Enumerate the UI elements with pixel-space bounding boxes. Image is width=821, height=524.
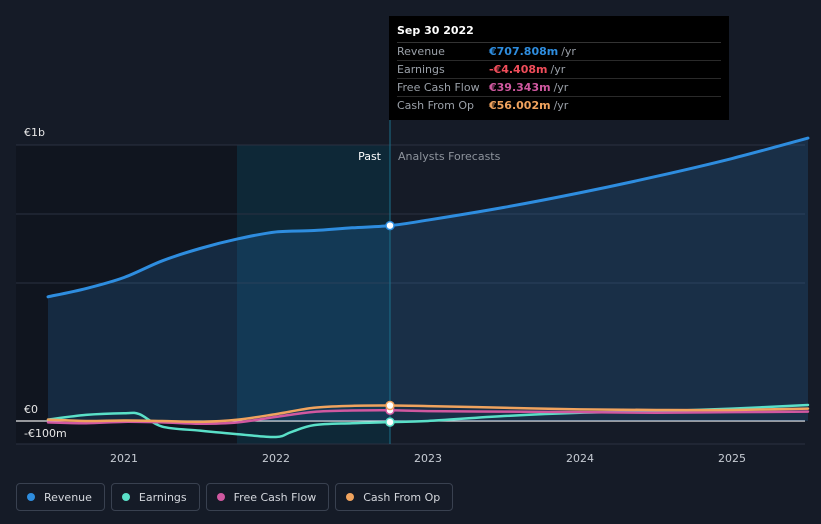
tooltip-value: €39.343m bbox=[489, 81, 551, 94]
past-label: Past bbox=[358, 150, 382, 163]
series-group bbox=[46, 136, 810, 439]
tooltip-row-cash-from-op: Cash From Op €56.002m /yr bbox=[397, 97, 721, 114]
tooltip-unit: /yr bbox=[553, 99, 569, 112]
legend-item-earnings[interactable]: Earnings bbox=[110, 483, 200, 511]
legend-label: Free Cash Flow bbox=[233, 490, 317, 504]
tooltip-label: Free Cash Flow bbox=[397, 81, 480, 94]
y-axis-labels: €1b €0 -€100m bbox=[24, 126, 67, 440]
legend-label: Earnings bbox=[138, 490, 187, 504]
free-cash-flow-line bbox=[46, 408, 810, 426]
x-tick-label: 2023 bbox=[414, 452, 442, 465]
tooltip-row-earnings: Earnings -€4.408m /yr bbox=[397, 61, 721, 79]
cash-from-op-marker bbox=[385, 400, 395, 411]
x-tick-label: 2022 bbox=[262, 452, 290, 465]
y-tick-label: €0 bbox=[24, 403, 38, 416]
x-tick-label: 2024 bbox=[566, 452, 594, 465]
legend-label: Cash From Op bbox=[363, 490, 441, 504]
highlight-band bbox=[237, 145, 390, 444]
tooltip-value: -€4.408m bbox=[489, 63, 548, 76]
x-axis-labels: 2021 2022 2023 2024 2025 bbox=[110, 452, 746, 465]
tooltip-unit: /yr bbox=[550, 63, 566, 76]
legend-dot-icon bbox=[346, 493, 355, 501]
tooltip-row-revenue: Revenue €707.808m /yr bbox=[397, 43, 721, 61]
tooltip-unit: /yr bbox=[561, 45, 576, 58]
legend: Revenue Earnings Free Cash Flow Cash Fro… bbox=[16, 483, 454, 511]
tooltip-label: Cash From Op bbox=[397, 99, 475, 112]
tooltip-value: €56.002m bbox=[489, 99, 551, 112]
revenue-marker bbox=[385, 220, 395, 231]
tooltip-unit: /yr bbox=[553, 81, 569, 94]
highlight-markers bbox=[385, 220, 395, 427]
legend-dot-icon bbox=[27, 493, 35, 501]
legend-item-cash-from-op[interactable]: Cash From Op bbox=[335, 483, 454, 511]
tooltip: Sep 30 2022 Revenue €707.808m /yr Earnin… bbox=[389, 16, 729, 120]
legend-item-free-cash-flow[interactable]: Free Cash Flow bbox=[205, 483, 330, 511]
tooltip-label: Earnings bbox=[397, 63, 445, 76]
revenue-line bbox=[46, 136, 810, 299]
tooltip-row-free-cash-flow: Free Cash Flow €39.343m /yr bbox=[397, 79, 721, 97]
legend-dot-icon bbox=[121, 493, 130, 501]
tooltip-label: Revenue bbox=[397, 45, 445, 58]
y-tick-label: €1b bbox=[24, 126, 45, 139]
y-tick-label: -€100m bbox=[24, 427, 67, 440]
earnings-marker bbox=[385, 417, 395, 427]
legend-label: Revenue bbox=[44, 490, 92, 504]
x-tick-label: 2021 bbox=[110, 452, 138, 465]
x-tick-label: 2025 bbox=[718, 452, 746, 465]
cash-from-op-line bbox=[46, 404, 810, 424]
forecast-label: Analysts Forecasts bbox=[398, 150, 501, 163]
legend-item-revenue[interactable]: Revenue bbox=[16, 483, 105, 511]
tooltip-date: Sep 30 2022 bbox=[397, 22, 721, 43]
tooltip-value: €707.808m bbox=[489, 45, 559, 58]
legend-dot-icon bbox=[216, 493, 225, 501]
revenue-area bbox=[48, 138, 808, 421]
